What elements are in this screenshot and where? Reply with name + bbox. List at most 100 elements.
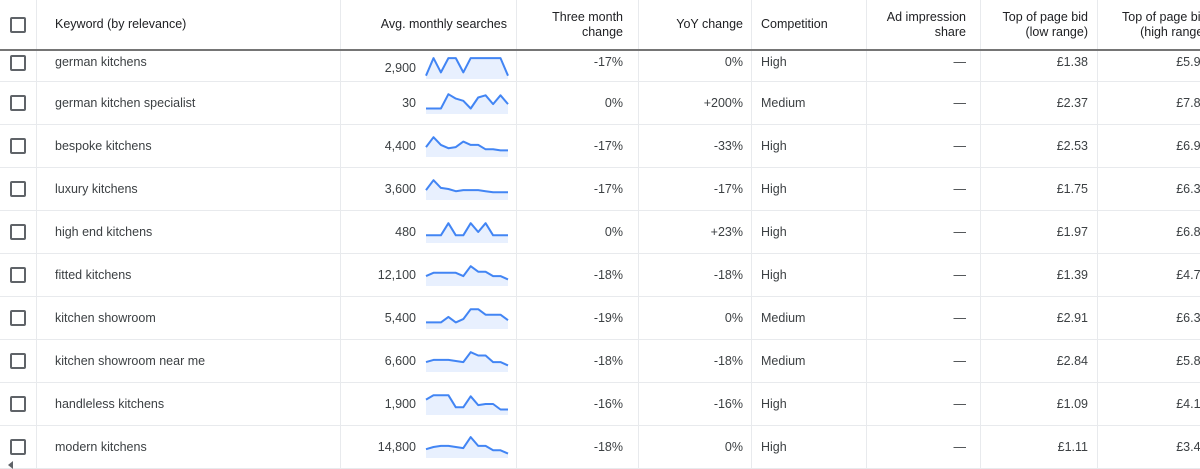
yoy-change-cell: -16%: [639, 383, 752, 426]
keyword-text: fitted kitchens: [55, 268, 131, 282]
row-checkbox[interactable]: [10, 396, 26, 412]
trend-sparkline[interactable]: [424, 305, 510, 331]
keyword-cell: kitchen showroom near me: [37, 340, 341, 383]
yoy-change-cell: -18%: [639, 254, 752, 297]
row-checkbox-cell: [0, 340, 37, 383]
competition-cell: Medium: [752, 340, 867, 383]
keyword-text: german kitchens: [55, 55, 147, 69]
competition-cell: High: [752, 125, 867, 168]
row-checkbox[interactable]: [10, 310, 26, 326]
column-header-label-line1: Top of page bid: [1122, 10, 1200, 24]
column-header-yoy-change[interactable]: YoY change: [639, 0, 752, 50]
three-month-change-cell: 0%: [517, 211, 639, 254]
column-header-avg-monthly-searches[interactable]: Avg. monthly searches: [341, 0, 517, 50]
three-month-change-value: -17%: [594, 139, 623, 153]
row-checkbox[interactable]: [10, 353, 26, 369]
three-month-change-value: -17%: [594, 182, 623, 196]
column-header-label: Keyword (by relevance): [55, 17, 186, 31]
competition-cell: Medium: [752, 82, 867, 125]
top-bid-high-value: £7.87: [1176, 96, 1200, 110]
trend-sparkline[interactable]: [424, 55, 510, 81]
yoy-change-cell: 0%: [639, 50, 752, 82]
column-header-top-bid-high[interactable]: Top of page bid (high range): [1098, 0, 1200, 50]
row-checkbox-cell: [0, 211, 37, 254]
ad-impression-share-cell: —: [867, 340, 981, 383]
column-header-label-line2: (high range): [1140, 25, 1200, 39]
row-checkbox[interactable]: [10, 181, 26, 197]
column-header-label-line2: (low range): [1025, 25, 1088, 39]
ad-impression-share-value: —: [954, 55, 967, 69]
row-checkbox[interactable]: [10, 439, 26, 455]
yoy-change-value: -16%: [714, 397, 743, 411]
trend-sparkline[interactable]: [424, 219, 510, 245]
top-bid-low-cell: £1.38: [981, 50, 1098, 82]
avg-searches-value: 14,800: [378, 440, 416, 454]
select-all-checkbox[interactable]: [10, 17, 26, 33]
trend-sparkline[interactable]: [424, 133, 510, 159]
row-checkbox-cell: [0, 168, 37, 211]
three-month-change-value: -18%: [594, 268, 623, 282]
top-bid-high-value: £6.91: [1176, 139, 1200, 153]
keyword-text: german kitchen specialist: [55, 96, 195, 110]
avg-searches-value: 12,100: [378, 268, 416, 282]
trend-sparkline[interactable]: [424, 391, 510, 417]
avg-searches-cell: 5,400: [341, 297, 517, 340]
column-header-three-month-change[interactable]: Three month change: [517, 0, 639, 50]
top-bid-low-value: £2.37: [1057, 96, 1088, 110]
row-checkbox[interactable]: [10, 267, 26, 283]
column-header-competition[interactable]: Competition: [752, 0, 867, 50]
column-header-ad-impression-share[interactable]: Ad impression share: [867, 0, 981, 50]
avg-searches-cell: 4,400: [341, 125, 517, 168]
row-checkbox-cell: [0, 426, 37, 469]
top-bid-high-value: £5.94: [1176, 55, 1200, 69]
three-month-change-cell: 0%: [517, 82, 639, 125]
keyword-text: high end kitchens: [55, 225, 152, 239]
competition-cell: Medium: [752, 297, 867, 340]
yoy-change-value: -18%: [714, 268, 743, 282]
trend-sparkline[interactable]: [424, 434, 510, 460]
trend-sparkline[interactable]: [424, 262, 510, 288]
competition-value: High: [761, 225, 787, 239]
row-checkbox-cell: [0, 383, 37, 426]
ad-impression-share-value: —: [954, 354, 967, 368]
ad-impression-share-value: —: [954, 139, 967, 153]
row-checkbox[interactable]: [10, 95, 26, 111]
row-checkbox[interactable]: [10, 138, 26, 154]
row-checkbox[interactable]: [10, 224, 26, 240]
competition-cell: High: [752, 168, 867, 211]
yoy-change-value: -17%: [714, 182, 743, 196]
row-checkbox-cell: [0, 297, 37, 340]
three-month-change-value: -19%: [594, 311, 623, 325]
competition-value: High: [761, 268, 787, 282]
trend-sparkline[interactable]: [424, 90, 510, 116]
column-header-top-bid-low[interactable]: Top of page bid (low range): [981, 0, 1098, 50]
trend-sparkline[interactable]: [424, 176, 510, 202]
top-bid-high-cell: £6.31: [1098, 168, 1200, 211]
avg-searches-cell: 1,900: [341, 383, 517, 426]
competition-value: High: [761, 397, 787, 411]
trend-sparkline[interactable]: [424, 348, 510, 374]
keyword-cell: kitchen showroom: [37, 297, 341, 340]
row-checkbox[interactable]: [10, 55, 26, 71]
keyword-text: modern kitchens: [55, 440, 147, 454]
competition-cell: High: [752, 254, 867, 297]
column-header-keyword[interactable]: Keyword (by relevance): [37, 0, 341, 50]
top-bid-high-cell: £4.10: [1098, 383, 1200, 426]
top-bid-low-value: £1.11: [1058, 440, 1088, 454]
row-checkbox-cell: [0, 254, 37, 297]
keyword-cell: german kitchens: [37, 50, 341, 82]
top-bid-high-cell: £4.70: [1098, 254, 1200, 297]
top-bid-low-cell: £2.84: [981, 340, 1098, 383]
column-header-label-line2: share: [935, 25, 966, 39]
competition-value: Medium: [761, 311, 805, 325]
